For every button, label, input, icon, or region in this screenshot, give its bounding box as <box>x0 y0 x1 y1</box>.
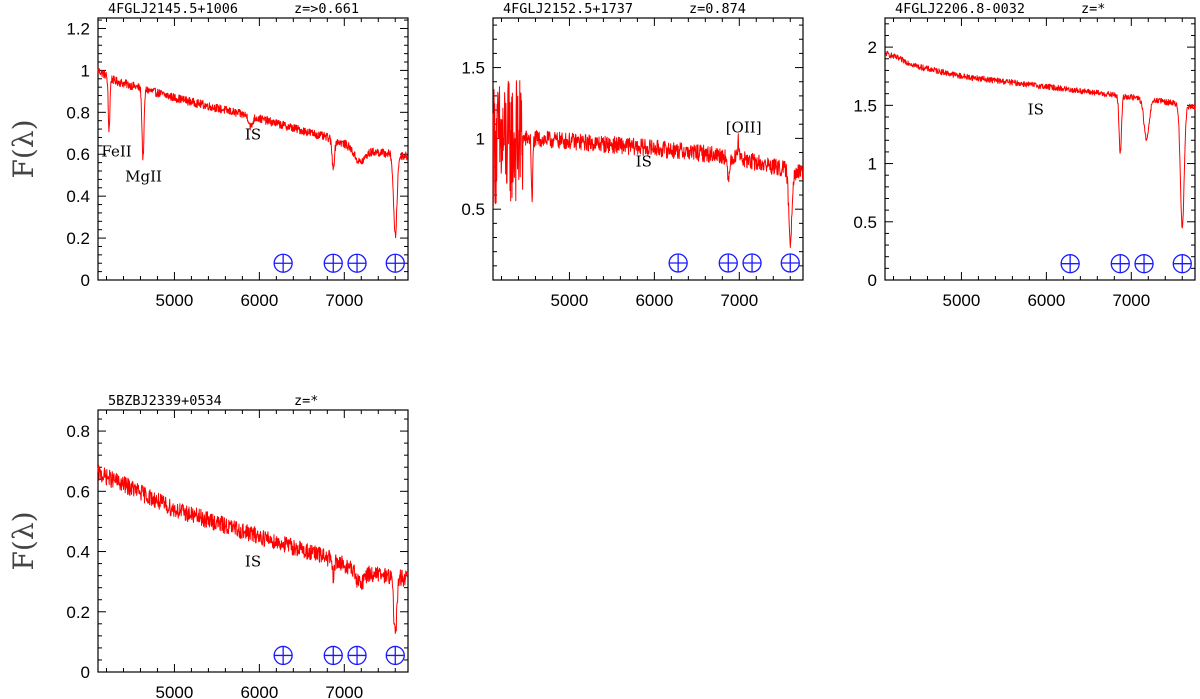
spectrum-line <box>884 50 1196 229</box>
panel-redshift: z=>0.661 <box>294 1 359 17</box>
telluric-marker-icon <box>273 645 293 666</box>
panel-title: 5BZBJ2339+0534 <box>108 393 222 409</box>
telluric-marker-icon <box>1060 254 1080 274</box>
y-tick-label: 2 <box>868 38 877 57</box>
y-tick-label: 0.8 <box>66 103 90 122</box>
telluric-marker-icon <box>742 253 762 273</box>
x-axis-ticks <box>105 410 396 672</box>
spectrum-panel-2: 4FGLJ2152.5+1737 z=0.874 5000 6000 7000 0.5 1 1… <box>461 1 804 310</box>
line-annotation: FeII <box>101 142 131 160</box>
panel-redshift: z=0.874 <box>689 1 746 17</box>
plot-frame <box>884 17 1196 281</box>
telluric-marker-icon <box>1110 254 1130 274</box>
line-annotation: IS <box>245 126 261 144</box>
y-tick-label: 1.2 <box>66 19 90 38</box>
y-tick-label: 1 <box>476 129 485 148</box>
telluric-marker-icon <box>718 253 738 273</box>
line-annotation: [OII] <box>726 119 762 137</box>
plot-frame <box>97 409 409 673</box>
panel-redshift: z=* <box>1081 1 1105 17</box>
x-tick-label: 7000 <box>325 683 363 699</box>
y-tick-label: 0.8 <box>66 422 90 441</box>
telluric-marker-icon <box>323 253 343 273</box>
telluric-marker-icon <box>385 253 405 273</box>
telluric-marker-icon <box>668 253 688 273</box>
y-tick-label: 0.2 <box>66 229 90 248</box>
y-tick-label: 0.4 <box>66 187 90 206</box>
line-annotation: MgII <box>125 167 162 185</box>
y-tick-label: 0 <box>81 271 90 290</box>
y-tick-label: 0 <box>81 663 90 682</box>
panel-redshift: z=* <box>294 393 318 409</box>
panel-title: 4FGLJ2206.8-0032 <box>895 1 1025 17</box>
y-tick-label: 0.4 <box>66 543 90 562</box>
x-tick-label: 6000 <box>240 291 278 310</box>
spectrum-panel-4: 5BZBJ2339+0534 z=* 5000 6000 7000 0 0.2 0.4 0.6 0… <box>7 393 409 699</box>
telluric-marker-icon <box>273 253 293 273</box>
x-axis-ticks <box>500 18 791 280</box>
y-tick-label: 0.6 <box>66 482 90 501</box>
x-tick-label: 7000 <box>1112 291 1150 310</box>
line-annotation: IS <box>636 153 652 171</box>
y-tick-label: 0 <box>868 271 877 290</box>
spectrum-line <box>97 68 409 239</box>
x-tick-label: 7000 <box>325 291 363 310</box>
telluric-marker-icon <box>780 253 800 273</box>
y-axis-ticks <box>98 418 408 673</box>
telluric-marker-icon <box>1134 254 1154 274</box>
y-axis-label: F(λ) <box>7 119 40 178</box>
panel-title: 4FGLJ2145.5+1006 <box>108 1 238 17</box>
line-annotation: IS <box>245 553 261 571</box>
y-tick-label: 1.5 <box>853 96 877 115</box>
spectrum-panel-1: 4FGLJ2145.5+1006 z=>0.661 5000 6000 7000 0 0.2… <box>7 1 409 310</box>
y-tick-label: 0.5 <box>853 213 877 232</box>
telluric-marker-icon <box>347 645 367 666</box>
y-tick-label: 0.6 <box>66 145 90 164</box>
x-tick-label: 6000 <box>1027 291 1065 310</box>
x-tick-label: 6000 <box>635 291 673 310</box>
x-tick-label: 5000 <box>156 291 194 310</box>
line-annotation: IS <box>1028 101 1044 119</box>
y-axis-label: F(λ) <box>7 511 40 570</box>
y-tick-label: 0.2 <box>66 603 90 622</box>
telluric-marker-icon <box>1172 254 1192 274</box>
x-tick-label: 5000 <box>156 683 194 699</box>
telluric-marker-icon <box>323 645 343 666</box>
x-axis-ticks <box>892 18 1183 280</box>
plot-frame <box>97 17 409 281</box>
panel-title: 4FGLJ2152.5+1737 <box>503 1 633 17</box>
telluric-marker-icon <box>385 645 405 666</box>
spectrum-line <box>97 464 409 634</box>
y-tick-label: 1.5 <box>461 59 485 78</box>
telluric-marker-icon <box>347 253 367 273</box>
y-axis-ticks <box>885 23 1195 281</box>
y-tick-label: 1 <box>81 61 90 80</box>
x-tick-label: 6000 <box>240 683 278 699</box>
x-tick-label: 5000 <box>943 291 981 310</box>
spectrum-line <box>492 80 804 248</box>
y-tick-label: 0.5 <box>461 200 485 219</box>
y-tick-label: 1 <box>868 155 877 174</box>
x-tick-label: 7000 <box>720 291 758 310</box>
x-tick-label: 5000 <box>551 291 589 310</box>
spectrum-panel-3: 4FGLJ2206.8-0032 z=* 5000 6000 7000 0 0.5 1 1.5 2… <box>853 1 1196 310</box>
x-axis-ticks <box>105 18 396 280</box>
y-axis-ticks <box>98 19 408 281</box>
